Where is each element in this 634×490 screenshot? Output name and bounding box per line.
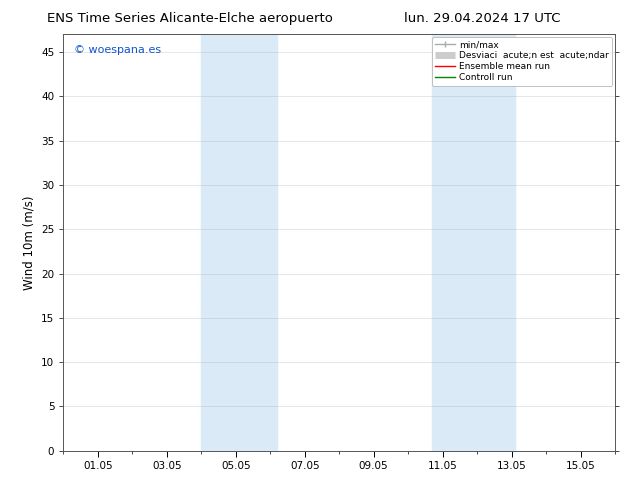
Bar — [202, 34, 277, 451]
Bar — [432, 34, 515, 451]
Text: lun. 29.04.2024 17 UTC: lun. 29.04.2024 17 UTC — [404, 12, 560, 25]
Legend: min/max, Desviaci  acute;n est  acute;ndar, Ensemble mean run, Controll run: min/max, Desviaci acute;n est acute;ndar… — [432, 37, 612, 86]
Y-axis label: Wind 10m (m/s): Wind 10m (m/s) — [23, 196, 36, 290]
Text: ENS Time Series Alicante-Elche aeropuerto: ENS Time Series Alicante-Elche aeropuert… — [48, 12, 333, 25]
Text: © woespana.es: © woespana.es — [74, 45, 162, 55]
